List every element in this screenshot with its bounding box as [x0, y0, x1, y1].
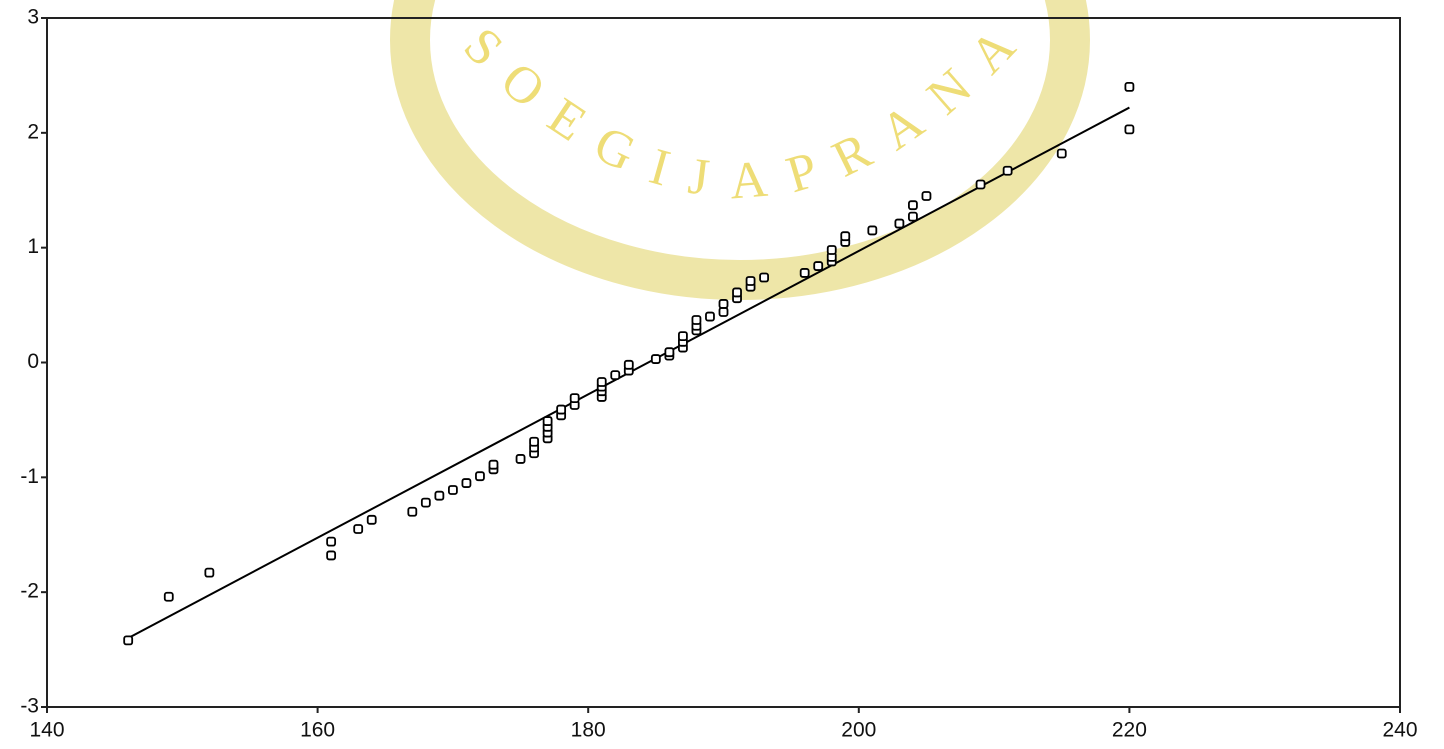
point — [678, 331, 688, 341]
y-tick-label: -1 — [20, 465, 39, 488]
x-tick-label: 240 — [1382, 719, 1417, 742]
point — [1056, 148, 1067, 159]
point — [705, 311, 715, 322]
point — [799, 268, 810, 278]
point — [326, 536, 337, 547]
point — [204, 567, 215, 578]
point — [718, 307, 729, 317]
point — [556, 404, 567, 415]
point — [691, 315, 702, 325]
point — [1124, 124, 1135, 135]
watermark: SOEGIJAPRANATA — [0, 0, 1038, 210]
point — [123, 635, 134, 646]
point — [650, 354, 661, 364]
point — [529, 436, 539, 447]
watermark-text: SOEGIJAPRANATA — [0, 0, 1016, 210]
point — [610, 370, 621, 381]
y-tick-label: -3 — [20, 695, 39, 718]
y-tick-label: 2 — [27, 120, 39, 143]
point — [867, 225, 878, 236]
point — [908, 200, 918, 211]
y-tick-label: 3 — [27, 6, 39, 29]
point — [461, 478, 472, 488]
point — [569, 393, 580, 403]
x-tick-label: 200 — [841, 719, 876, 742]
point — [813, 261, 824, 271]
y-tick-label: 1 — [27, 235, 39, 258]
point — [975, 179, 986, 190]
point — [894, 218, 905, 229]
point — [488, 459, 499, 470]
point — [826, 245, 837, 255]
point — [326, 550, 337, 561]
point — [1124, 82, 1135, 92]
point — [759, 272, 769, 283]
point — [718, 299, 729, 309]
point — [732, 287, 742, 298]
point — [366, 514, 377, 525]
x-tick-label: 160 — [300, 719, 335, 742]
watermark-ring — [390, 0, 1090, 300]
point — [447, 485, 458, 495]
point — [515, 454, 526, 464]
point — [840, 231, 851, 242]
point — [664, 347, 675, 358]
point — [921, 191, 932, 201]
y-tick-label: -2 — [20, 580, 39, 603]
point — [542, 416, 553, 426]
x-tick-label: 140 — [29, 719, 64, 742]
point — [908, 211, 918, 222]
y-tick-label: 0 — [27, 350, 39, 373]
point — [596, 377, 607, 387]
x-tick-label: 180 — [571, 719, 606, 742]
point — [475, 471, 485, 482]
point — [1002, 165, 1013, 176]
point — [420, 497, 431, 508]
plot-frame — [46, 17, 1401, 708]
x-tick-label: 220 — [1112, 719, 1147, 742]
point — [163, 591, 174, 602]
point — [745, 276, 756, 286]
point — [623, 359, 634, 370]
point — [353, 524, 364, 534]
point — [407, 506, 418, 517]
point — [434, 490, 445, 501]
